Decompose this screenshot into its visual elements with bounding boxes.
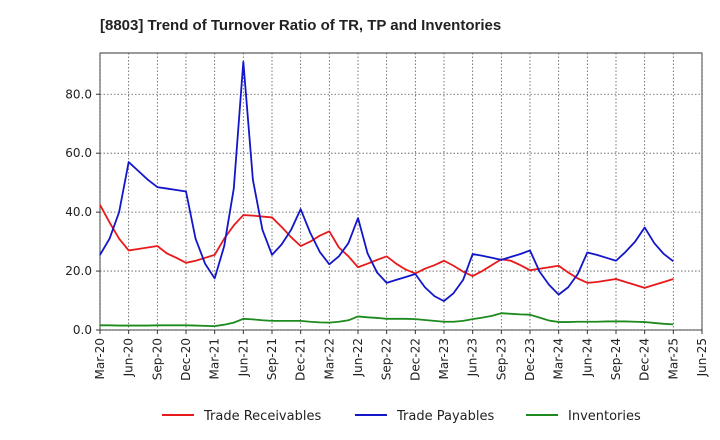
- y-tick-label: 80.0: [65, 87, 92, 101]
- y-tick-label: 0.0: [73, 323, 92, 337]
- series-lines: [99, 60, 674, 328]
- x-tick-label: Dec-21: [294, 338, 308, 381]
- x-tick-label: Jun-24: [580, 338, 594, 377]
- x-tick-label: Jun-20: [122, 338, 136, 377]
- legend-label: Inventories: [568, 409, 641, 424]
- x-tick-label: Mar-22: [322, 338, 336, 379]
- y-tick-label: 60.0: [65, 146, 92, 160]
- x-tick-label: Jun-23: [466, 338, 480, 377]
- x-tick-label: Sep-21: [265, 338, 279, 380]
- x-tick-label: Mar-24: [552, 338, 566, 379]
- x-tick-label: Sep-24: [609, 338, 623, 380]
- y-tick-label: 20.0: [65, 264, 92, 278]
- series-line-inventories: [100, 312, 674, 328]
- x-axis-ticks: Mar-20 Jun-20 Sep-20 Dec-20 Mar-21 Jun-21 Sep-…: [93, 330, 709, 381]
- x-tick-label: Dec-20: [179, 338, 193, 381]
- y-tick-label: 40.0: [65, 205, 92, 219]
- y-axis-ticks: 0.0 20.0 40.0 60.0 80.0: [65, 87, 100, 337]
- chart-title: [8803] Trend of Turnover Ratio of TR, TP…: [100, 17, 501, 34]
- x-tick-label: Sep-22: [380, 338, 394, 380]
- x-tick-label: Mar-25: [666, 338, 680, 379]
- x-tick-label: Jun-21: [236, 338, 250, 377]
- legend-label: Trade Receivables: [203, 409, 321, 424]
- x-tick-label: Mar-21: [208, 338, 222, 379]
- series-line-trade-payables: [99, 60, 674, 303]
- x-tick-label: Sep-20: [150, 338, 164, 380]
- plot-area: [99, 52, 703, 331]
- series-line-trade-receivables: [99, 204, 674, 289]
- x-tick-label: Dec-22: [408, 338, 422, 381]
- legend-label: Trade Payables: [396, 409, 494, 424]
- x-tick-label: Jun-25: [695, 338, 709, 377]
- x-tick-label: Dec-23: [523, 338, 537, 381]
- grid-lines: [99, 53, 703, 331]
- x-tick-label: Dec-24: [638, 338, 652, 381]
- x-tick-label: Mar-23: [437, 338, 451, 379]
- x-tick-label: Jun-22: [351, 338, 365, 377]
- x-tick-label: Mar-20: [93, 338, 107, 379]
- x-tick-label: Sep-23: [494, 338, 508, 380]
- legend: Trade Receivables Trade Payables Inventori…: [162, 409, 641, 424]
